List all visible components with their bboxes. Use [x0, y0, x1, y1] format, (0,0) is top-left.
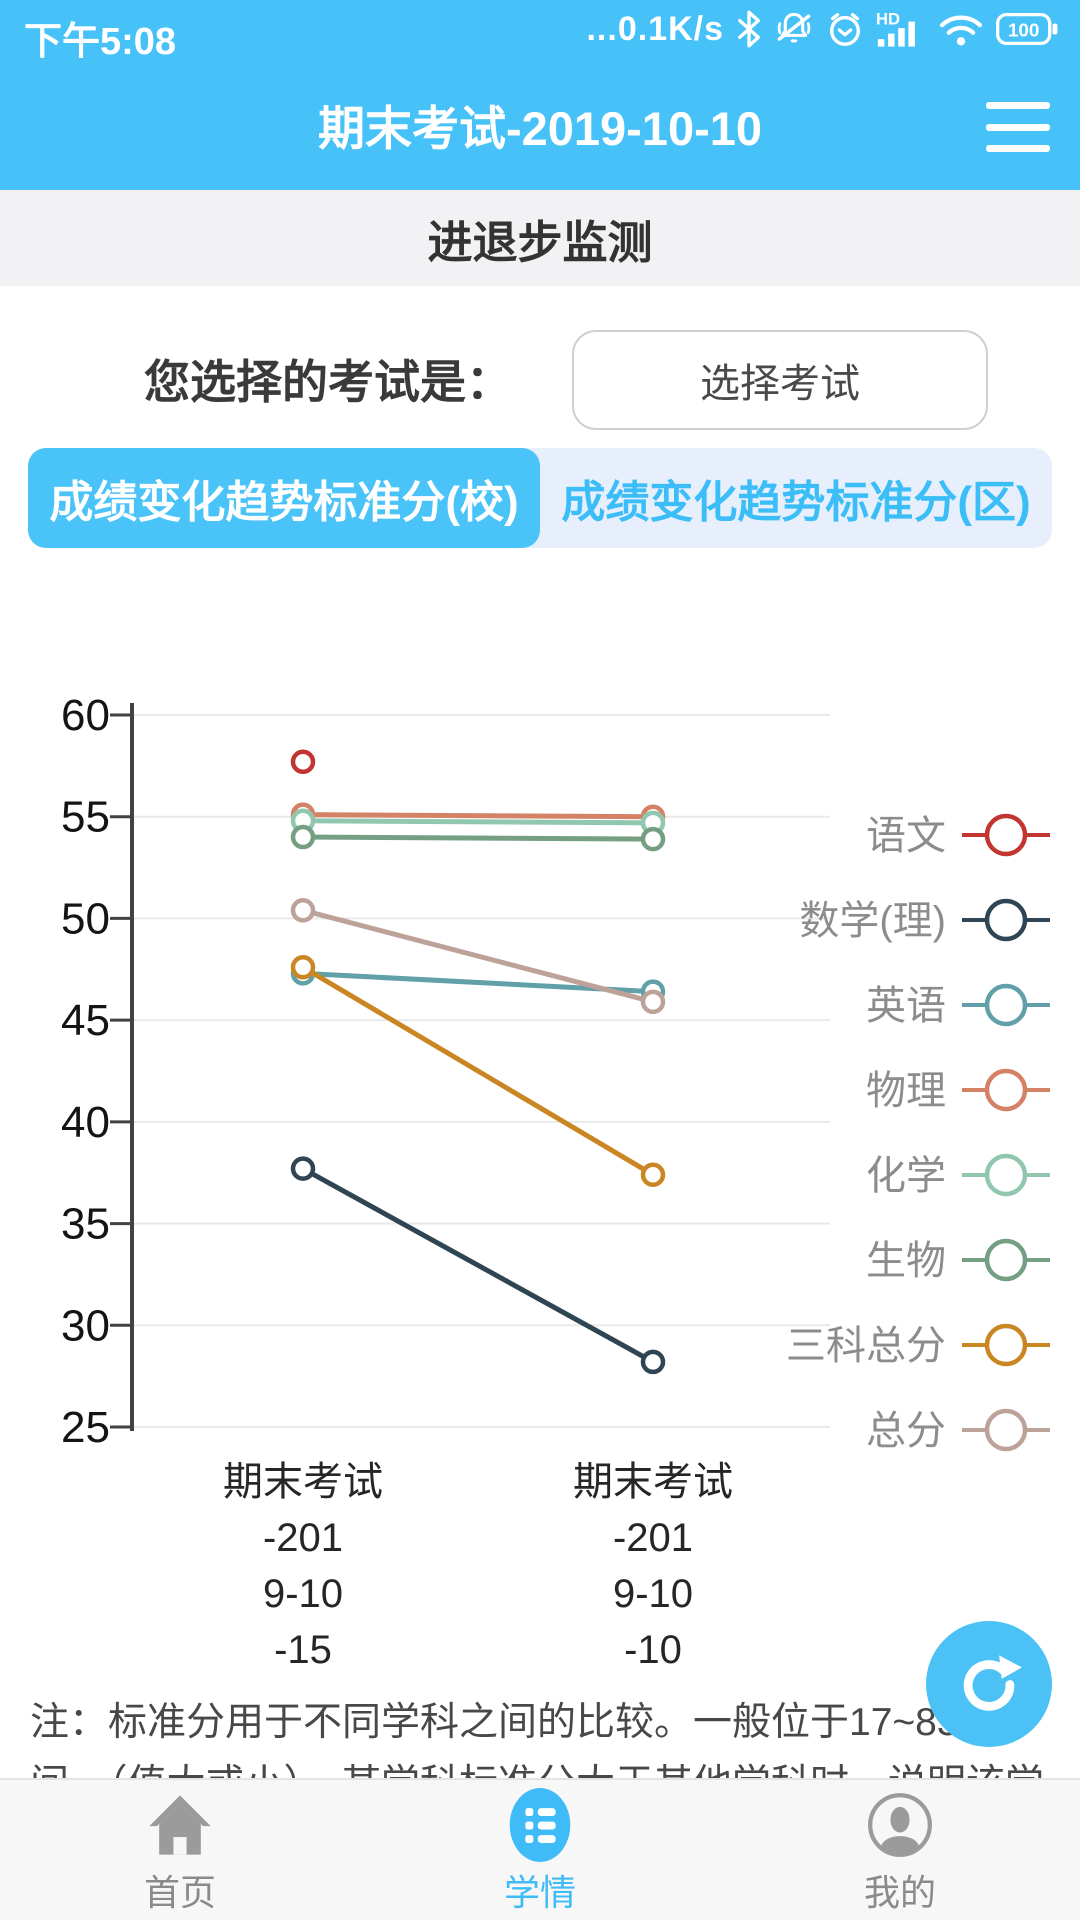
nav-item-academics[interactable]: 学情	[360, 1780, 720, 1920]
profile-icon	[867, 1788, 933, 1862]
svg-text:HD: HD	[876, 9, 900, 28]
tab-standard-score-district[interactable]: 成绩变化趋势标准分(区)	[561, 478, 1031, 527]
section-title: 进退步监测	[0, 190, 1080, 286]
nav-label-profile: 我的	[863, 1872, 936, 1913]
svg-text:语文: 语文	[866, 814, 946, 858]
svg-text:30: 30	[61, 1301, 110, 1350]
svg-text:-15: -15	[274, 1628, 332, 1670]
svg-text:期末考试: 期末考试	[223, 1460, 383, 1504]
bottom-nav: 首页 学情 我的	[0, 1778, 1080, 1920]
battery-icon: 100	[996, 12, 1058, 46]
svg-text:50: 50	[61, 894, 110, 943]
trend-tabs: 成绩变化趋势标准分(校) 成绩变化趋势标准分(区)	[28, 448, 1052, 548]
svg-text:55: 55	[61, 793, 110, 842]
svg-text:100: 100	[1008, 20, 1039, 41]
nav-label-academics: 学情	[503, 1872, 576, 1913]
bluetooth-icon	[736, 10, 762, 48]
tab-standard-score-school[interactable]: 成绩变化趋势标准分(校)	[28, 448, 540, 548]
hd-signal-icon: HD	[876, 9, 926, 49]
svg-text:-201: -201	[263, 1516, 343, 1560]
status-time: 下午5:08	[24, 21, 177, 63]
svg-text:物理: 物理	[866, 1069, 946, 1113]
svg-text:-10: -10	[624, 1628, 682, 1670]
exam-select-button[interactable]: 选择考试	[572, 330, 988, 430]
status-icons: ...0.1K/s HD 100	[586, 6, 1058, 52]
refresh-button[interactable]	[926, 1621, 1052, 1747]
exam-select-label: 您选择的考试是：	[144, 356, 512, 408]
alarm-icon	[826, 10, 864, 48]
nav-item-profile[interactable]: 我的	[720, 1780, 1080, 1920]
svg-text:9-10: 9-10	[263, 1572, 343, 1616]
svg-text:生物: 生物	[866, 1239, 946, 1283]
svg-text:9-10: 9-10	[613, 1572, 693, 1616]
network-speed: ...0.1K/s	[586, 9, 724, 48]
svg-text:化学: 化学	[866, 1154, 946, 1198]
svg-text:25: 25	[61, 1403, 110, 1452]
home-icon	[146, 1788, 214, 1862]
hamburger-menu-icon[interactable]	[986, 102, 1050, 152]
svg-text:期末考试: 期末考试	[573, 1460, 733, 1504]
svg-text:40: 40	[61, 1098, 110, 1147]
svg-text:数学(理): 数学(理)	[799, 899, 946, 943]
nav-item-home[interactable]: 首页	[0, 1780, 360, 1920]
nav-label-home: 首页	[143, 1872, 216, 1913]
svg-text:三科总分: 三科总分	[786, 1324, 946, 1368]
app-header: 下午5:08 ...0.1K/s HD 10	[0, 0, 1080, 190]
svg-text:英语: 英语	[866, 984, 946, 1028]
trend-chart: 25 30 35 40 45 50 55 60 语文数学(理) 英语物理化学生物三科总分总分期末考…	[0, 560, 1080, 1672]
title-bar: 期末考试-2019-10-10	[0, 58, 1080, 190]
svg-text:35: 35	[61, 1200, 110, 1249]
status-bar: 下午5:08 ...0.1K/s HD 10	[0, 0, 1080, 63]
svg-text:45: 45	[61, 996, 110, 1045]
wifi-icon	[938, 10, 984, 48]
refresh-icon	[951, 1644, 1027, 1725]
svg-text:总分: 总分	[866, 1409, 946, 1453]
svg-text:60: 60	[61, 691, 110, 740]
page-title: 期末考试-2019-10-10	[317, 101, 763, 155]
list-icon	[508, 1788, 572, 1862]
svg-text:-201: -201	[613, 1516, 693, 1560]
bell-muted-icon	[774, 10, 814, 48]
